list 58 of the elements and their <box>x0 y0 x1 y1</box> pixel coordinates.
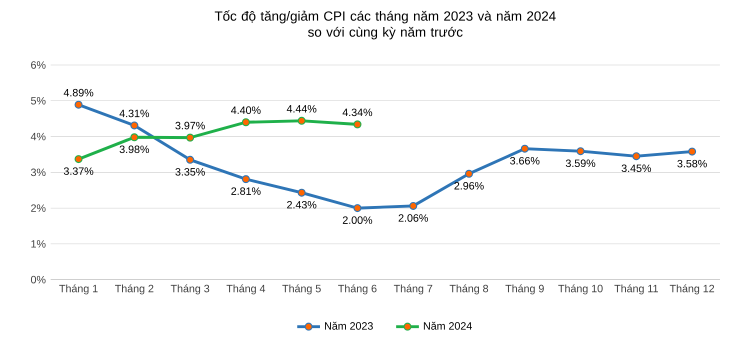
data-label: 4.40% <box>231 106 261 114</box>
point <box>74 100 83 109</box>
data-label: 3.45% <box>622 164 652 172</box>
y-tick-label: 5% <box>30 97 46 105</box>
x-tick-label: Tháng 4 <box>226 284 266 294</box>
x-tick-label: Tháng 9 <box>505 284 544 294</box>
data-label: 3.97% <box>175 122 205 130</box>
data-label: 2.81% <box>231 187 261 195</box>
data-label: 3.58% <box>677 160 707 168</box>
data-label: 3.98% <box>120 146 150 154</box>
x-tick-label: Tháng 7 <box>394 284 432 294</box>
x-tick-label: Tháng 12 <box>670 284 714 294</box>
point <box>632 152 640 160</box>
data-label: 3.35% <box>175 168 205 176</box>
y-tick-label: 3% <box>30 168 46 176</box>
x-tick-label: Tháng 3 <box>170 284 210 294</box>
point <box>298 116 306 125</box>
y-tick-label: 0% <box>30 276 46 284</box>
point <box>130 121 138 130</box>
x-tick-label: Tháng 6 <box>338 284 377 294</box>
point <box>74 155 83 164</box>
data-label: 2.96% <box>454 182 484 190</box>
x-tick-label: Tháng 2 <box>115 284 154 294</box>
point <box>353 120 362 128</box>
data-label: 2.00% <box>342 216 372 224</box>
y-tick-label: 4% <box>30 132 46 140</box>
point <box>298 188 306 197</box>
y-tick-label: 6% <box>31 61 46 69</box>
point <box>465 170 474 178</box>
point <box>688 148 696 156</box>
point <box>576 147 585 156</box>
point <box>409 202 418 210</box>
x-tick-label: Tháng 5 <box>282 284 321 294</box>
data-label: 4.89% <box>64 88 94 96</box>
point <box>242 118 250 126</box>
data-label: 4.31% <box>119 110 150 118</box>
point <box>130 133 138 142</box>
data-label: 4.44% <box>286 105 316 113</box>
y-tick-label: 2% <box>31 204 46 212</box>
x-tick-label: Tháng 8 <box>450 284 488 294</box>
data-label: 4.34% <box>342 108 372 116</box>
data-label: 2.43% <box>287 200 316 209</box>
legend-label: Năm 2024 <box>424 322 472 330</box>
data-label: 3.37% <box>64 167 94 175</box>
x-tick-label: Tháng 11 <box>614 284 658 294</box>
y-tick-label: 1% <box>31 240 46 248</box>
point <box>186 134 194 142</box>
point <box>353 204 362 212</box>
point <box>186 156 194 164</box>
data-label: 2.06% <box>398 214 428 222</box>
chart-title: Tốc độ tăng/giảm CPI các tháng năm 2023 và năm 2024 so với cùng kỳ năm trước <box>214 10 556 40</box>
point <box>520 144 529 153</box>
legend-label: Năm 2023 <box>325 322 373 330</box>
point <box>242 175 250 184</box>
x-tick-label: Tháng 10 <box>558 284 603 294</box>
data-label: 3.66% <box>510 156 540 165</box>
data-label: 3.59% <box>566 159 596 168</box>
x-tick-label: Tháng 1 <box>59 284 98 294</box>
